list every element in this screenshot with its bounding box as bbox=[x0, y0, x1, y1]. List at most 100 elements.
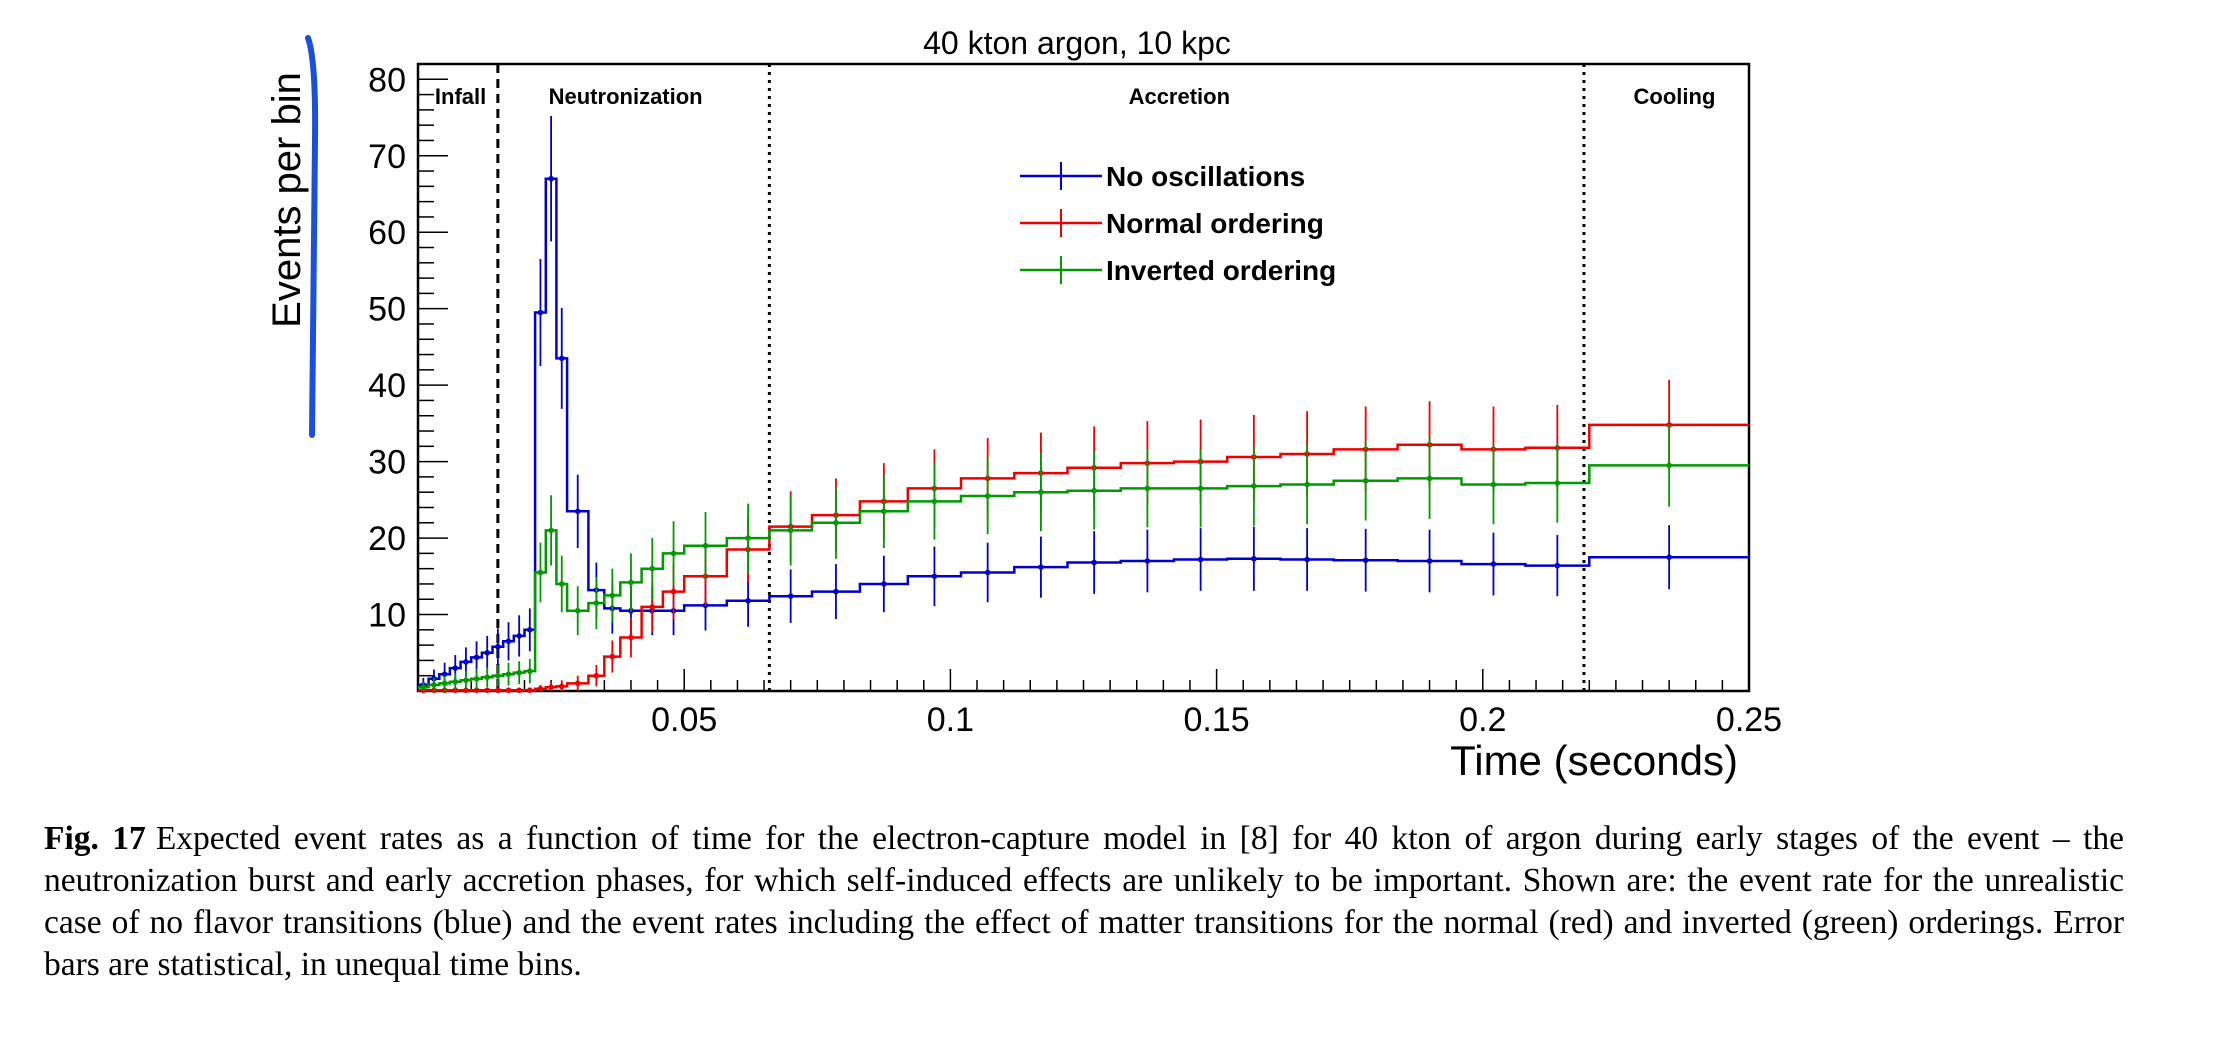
data-point bbox=[420, 684, 427, 690]
legend-label: Inverted ordering bbox=[1106, 255, 1336, 286]
phase-label: Cooling bbox=[1634, 84, 1716, 109]
data-point bbox=[609, 653, 616, 660]
data-point bbox=[1426, 475, 1433, 482]
y-tick-label: 60 bbox=[368, 214, 406, 252]
phase-label: Neutronization bbox=[549, 84, 703, 109]
series-histogram-line bbox=[418, 464, 1749, 689]
data-point bbox=[1251, 483, 1257, 489]
data-point bbox=[745, 597, 751, 604]
y-tick-label: 10 bbox=[368, 597, 406, 635]
x-tick-label: 0.15 bbox=[1184, 701, 1250, 739]
data-point bbox=[931, 498, 938, 505]
data-point bbox=[1362, 477, 1369, 484]
data-point bbox=[505, 638, 512, 645]
data-point bbox=[1490, 481, 1497, 488]
y-tick-label: 70 bbox=[368, 138, 406, 176]
data-point bbox=[1362, 557, 1369, 564]
data-point bbox=[1197, 485, 1204, 492]
phase-label: Accretion bbox=[1129, 84, 1230, 109]
data-point bbox=[558, 683, 565, 690]
caption-text: Expected event rates as a function of ti… bbox=[44, 820, 2124, 983]
data-point bbox=[670, 588, 677, 595]
data-point bbox=[452, 665, 459, 671]
x-tick-label: 0.25 bbox=[1716, 701, 1782, 739]
data-point bbox=[431, 682, 437, 688]
data-point bbox=[558, 355, 565, 362]
data-point bbox=[548, 175, 554, 182]
data-point bbox=[1554, 480, 1561, 486]
data-point bbox=[484, 649, 491, 656]
data-point bbox=[473, 675, 480, 682]
data-point bbox=[537, 569, 544, 576]
data-point bbox=[574, 680, 581, 687]
data-point bbox=[495, 643, 501, 650]
data-point bbox=[931, 573, 938, 580]
data-point bbox=[833, 519, 839, 526]
data-point bbox=[558, 581, 565, 587]
data-point bbox=[1251, 555, 1257, 562]
data-point bbox=[1144, 558, 1151, 564]
data-point bbox=[574, 508, 581, 515]
data-point bbox=[1197, 556, 1204, 563]
data-point bbox=[609, 592, 616, 599]
data-point bbox=[537, 309, 544, 316]
data-point bbox=[473, 687, 480, 694]
data-point bbox=[881, 508, 887, 515]
x-axis-label: Time (seconds) bbox=[1450, 737, 1738, 784]
y-tick-label: 30 bbox=[368, 444, 406, 482]
caption-label: Fig. 17 bbox=[44, 820, 146, 857]
y-tick-label: 20 bbox=[368, 520, 406, 558]
data-point bbox=[984, 569, 991, 576]
data-point bbox=[548, 527, 554, 534]
chart: 40 kton argon, 10 kpc 10 20 30 40 50 60 70 80 0.… bbox=[265, 25, 1782, 784]
data-point bbox=[628, 634, 634, 641]
data-point bbox=[484, 687, 491, 694]
data-point bbox=[593, 600, 600, 606]
data-point bbox=[1091, 487, 1097, 494]
data-point bbox=[787, 593, 794, 599]
data-point bbox=[1304, 481, 1310, 488]
data-point bbox=[463, 659, 469, 665]
data-point bbox=[548, 684, 554, 690]
data-point bbox=[649, 604, 656, 610]
data-point bbox=[1426, 558, 1433, 564]
data-point bbox=[505, 687, 512, 694]
data-point bbox=[670, 550, 677, 557]
data-point bbox=[505, 671, 512, 677]
highlight-stroke bbox=[305, 35, 319, 438]
series-histogram-line bbox=[418, 177, 1749, 687]
data-point bbox=[881, 581, 887, 587]
data-point bbox=[463, 687, 469, 694]
data-point bbox=[1666, 554, 1672, 560]
data-point bbox=[527, 627, 533, 633]
data-point bbox=[527, 668, 533, 674]
data-point bbox=[787, 527, 794, 534]
data-point bbox=[527, 687, 533, 694]
data-point bbox=[516, 687, 522, 694]
plot-area: 10 20 30 40 50 60 70 80 0.05 0.1 0.15 0.2 0.25 Infall… bbox=[368, 61, 1782, 739]
data-point bbox=[593, 672, 600, 679]
y-tick-label: 50 bbox=[368, 291, 406, 329]
y-tick-label: 40 bbox=[368, 367, 406, 405]
y-axis-label: Events per bin bbox=[265, 72, 309, 328]
data-point bbox=[702, 542, 709, 549]
data-point bbox=[1304, 556, 1310, 563]
data-point bbox=[649, 565, 656, 572]
series-histogram-line bbox=[418, 423, 1749, 692]
data-point bbox=[463, 677, 469, 684]
chart-title: 40 kton argon, 10 kpc bbox=[923, 25, 1231, 61]
plot-frame bbox=[416, 62, 1751, 693]
data-point bbox=[1038, 564, 1044, 570]
data-point bbox=[1144, 485, 1151, 492]
phase-label: Infall bbox=[435, 84, 486, 109]
data-point bbox=[1091, 559, 1097, 566]
legend-label: No oscillations bbox=[1106, 161, 1305, 192]
data-point bbox=[833, 588, 839, 595]
data-point bbox=[1554, 562, 1561, 569]
data-point bbox=[441, 680, 448, 687]
data-point bbox=[452, 679, 459, 685]
data-point bbox=[984, 493, 991, 499]
data-point bbox=[484, 674, 491, 681]
legend: No oscillations Normal ordering Inverted o… bbox=[1020, 161, 1336, 286]
data-point bbox=[516, 669, 522, 676]
